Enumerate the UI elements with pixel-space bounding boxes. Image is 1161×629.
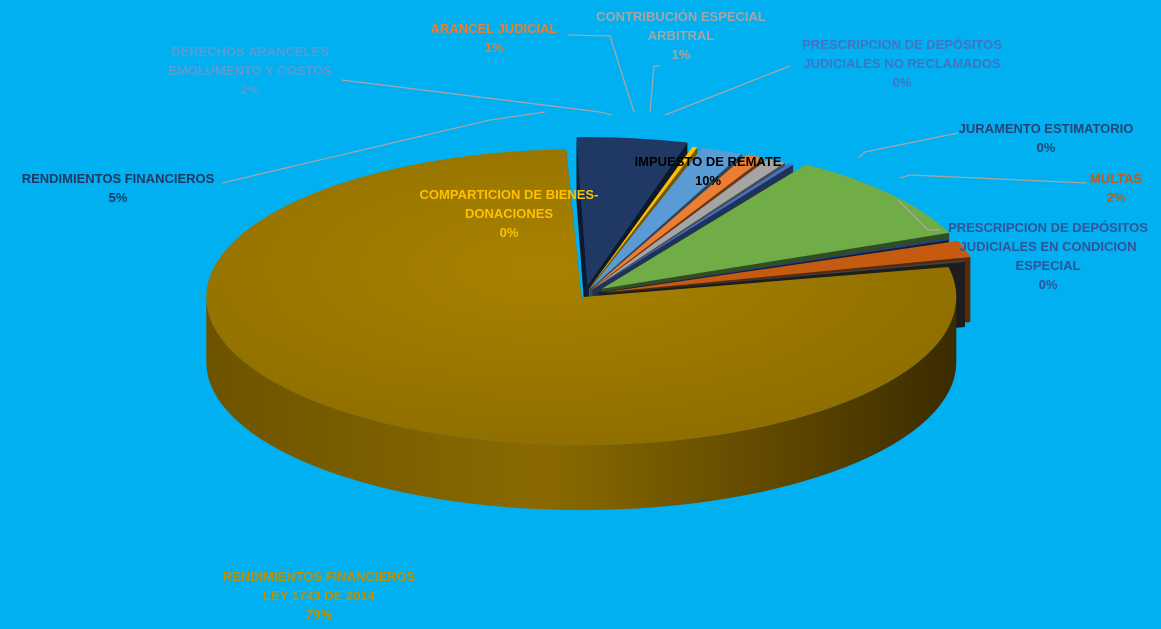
pie-slice bbox=[601, 164, 950, 289]
pie-slice bbox=[592, 163, 794, 290]
pie-slice bbox=[206, 149, 957, 446]
pie-slice bbox=[591, 154, 764, 290]
leader-line bbox=[649, 65, 660, 113]
data-label-name: PRESCRIPCION DE DEPÓSITOS bbox=[802, 37, 1002, 52]
data-label-percent: 0% bbox=[1037, 140, 1056, 155]
data-label: DERECHOS ARANCELES EMOLUMENTO Y COSTOS 2% bbox=[168, 44, 332, 97]
data-label: JURAMENTO ESTIMATORIO 0% bbox=[959, 121, 1134, 155]
data-label-percent: 2% bbox=[1107, 190, 1126, 205]
leader-line bbox=[857, 132, 959, 159]
leader-line bbox=[221, 111, 546, 184]
data-label-name: ARANCEL JUDICIAL bbox=[431, 21, 558, 36]
data-label: COMPARTICION DE BIENES- DONACIONES 0% bbox=[420, 187, 599, 240]
leader-line bbox=[897, 199, 940, 231]
leader-line bbox=[567, 34, 635, 113]
pie-slice-side bbox=[206, 297, 957, 511]
data-label-percent: 0% bbox=[1039, 277, 1058, 292]
pie-slice bbox=[606, 240, 971, 293]
data-label: ARANCEL JUDICIAL 1% bbox=[431, 21, 558, 55]
data-label-name: JUDICIALES EN CONDICION bbox=[960, 239, 1137, 254]
data-label-name: ESPECIAL bbox=[1015, 258, 1080, 273]
data-label-name: COMPARTICION DE BIENES- bbox=[420, 187, 599, 202]
data-label-name: MULTAS bbox=[1090, 171, 1143, 186]
pie-slice bbox=[576, 137, 688, 286]
data-labels: RENDIMIENTOS FINANCIEROS 5% COMPARTICION D… bbox=[22, 9, 1149, 622]
data-label-name: JUDICIALES NO RECLAMADOS bbox=[803, 56, 1001, 71]
data-label-percent: 79% bbox=[306, 607, 332, 622]
data-label-name: PRESCRIPCION DE DEPÓSITOS bbox=[948, 220, 1148, 235]
data-label-name: JURAMENTO ESTIMATORIO bbox=[959, 121, 1134, 136]
data-label: RENDIMIENTOS FINANCIEROS LEY 1743 DE 2014… bbox=[223, 569, 416, 622]
leader-line bbox=[341, 79, 613, 116]
data-label: PRESCRIPCION DE DEPÓSITOS JUDICIALES EN C… bbox=[948, 220, 1148, 292]
data-label-name: ARBITRAL bbox=[648, 28, 714, 43]
data-label-percent: 2% bbox=[241, 82, 260, 97]
data-label-name: LEY 1743 DE 2014 bbox=[263, 588, 376, 603]
data-label: RENDIMIENTOS FINANCIEROS 5% bbox=[22, 171, 215, 205]
data-label-percent: 0% bbox=[500, 225, 519, 240]
data-label: CONTRIBUCIÓN ESPECIAL ARBITRAL 1% bbox=[596, 9, 766, 62]
data-label: IMPUESTO DE REMATE 10% bbox=[635, 154, 782, 188]
data-label-name: CONTRIBUCIÓN ESPECIAL bbox=[596, 9, 766, 24]
data-label-percent: 1% bbox=[485, 40, 504, 55]
data-label: PRESCRIPCION DE DEPÓSITOS JUDICIALES NO R… bbox=[802, 37, 1002, 90]
pie-slice bbox=[591, 158, 785, 290]
data-label-name: RENDIMIENTOS FINANCIEROS bbox=[223, 569, 416, 584]
data-label-name: DONACIONES bbox=[465, 206, 553, 221]
data-label-name: RENDIMIENTOS FINANCIEROS bbox=[22, 171, 215, 186]
pie-slice bbox=[598, 260, 965, 294]
leader-lines bbox=[221, 34, 1088, 231]
pie-slice bbox=[589, 147, 742, 290]
data-label-percent: 1% bbox=[672, 47, 691, 62]
data-label-name: DERECHOS ARANCELES bbox=[171, 44, 329, 59]
data-label-percent: 5% bbox=[109, 190, 128, 205]
pie-slice bbox=[598, 238, 949, 293]
data-label-name: IMPUESTO DE REMATE bbox=[635, 154, 782, 169]
data-label-name: EMOLUMENTO Y COSTOS bbox=[168, 63, 332, 78]
data-label-percent: 10% bbox=[695, 173, 721, 188]
pie-slice-tops bbox=[206, 137, 971, 446]
leader-line bbox=[664, 65, 791, 116]
data-label: MULTAS 2% bbox=[1090, 171, 1143, 205]
pie-slice bbox=[588, 146, 698, 289]
data-label-percent: 0% bbox=[893, 75, 912, 90]
leader-line bbox=[899, 174, 1088, 184]
